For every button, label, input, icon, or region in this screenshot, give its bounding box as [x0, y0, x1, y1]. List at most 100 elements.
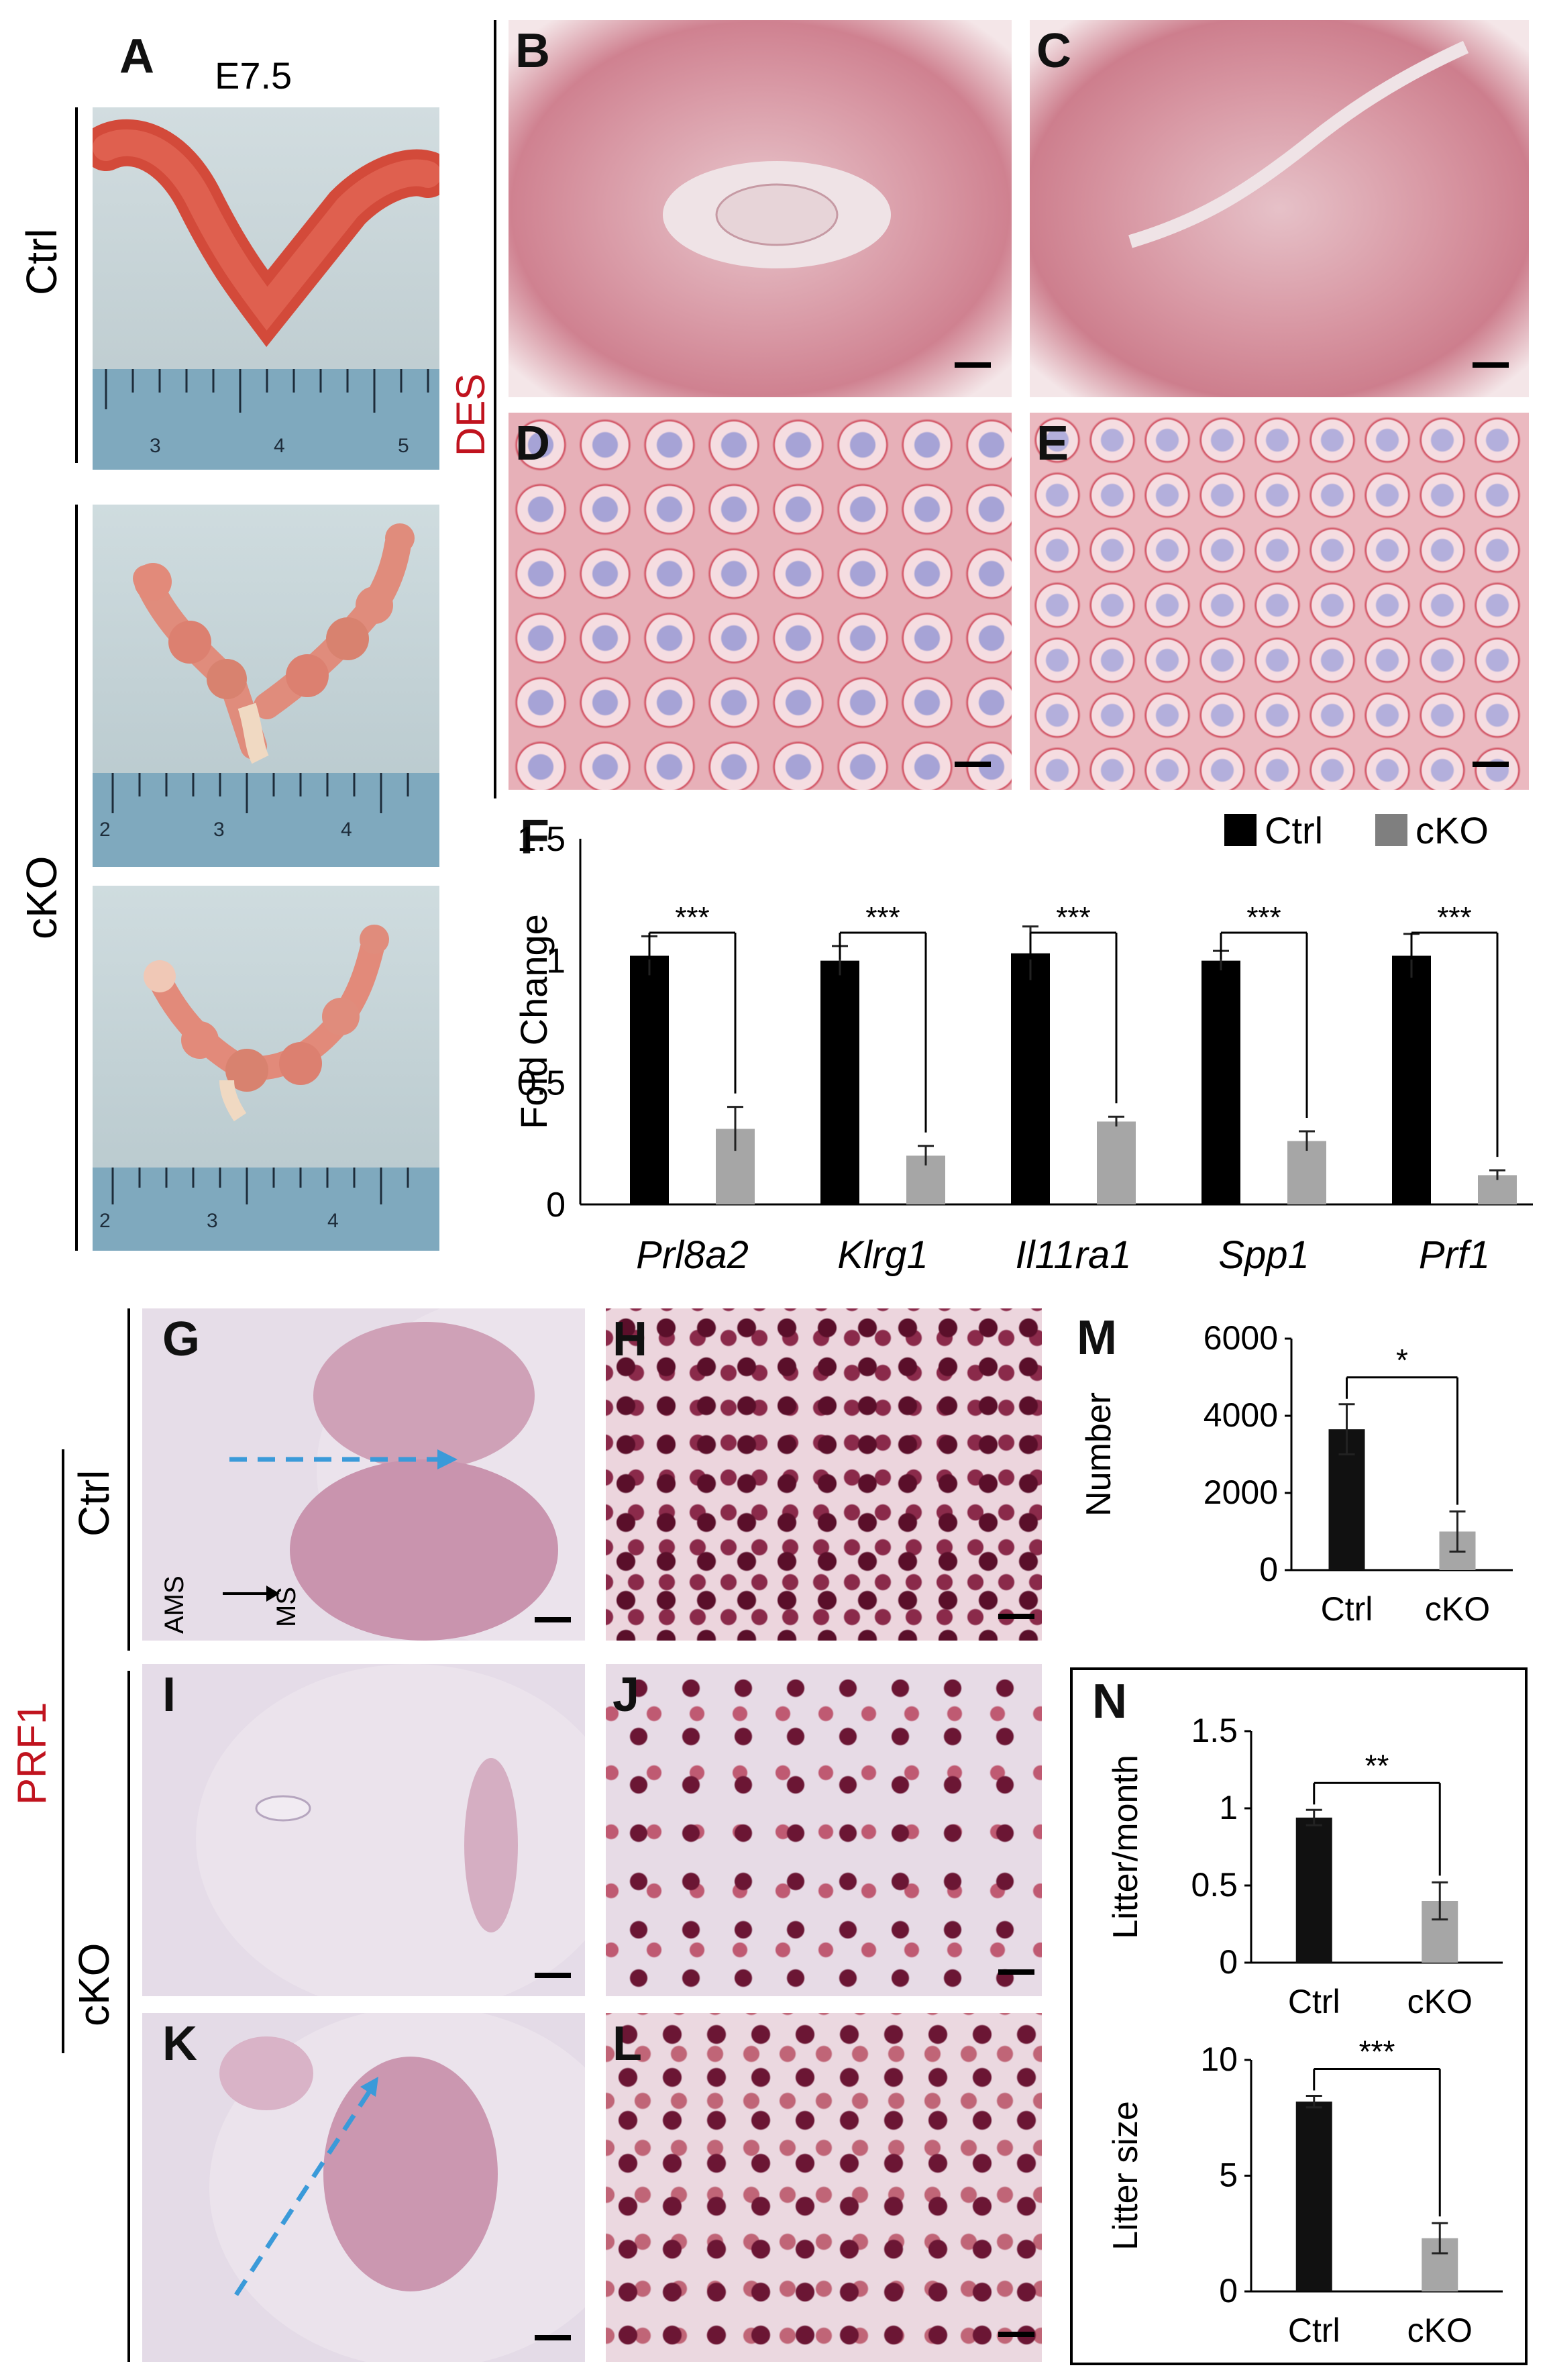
significance-label: ** — [1365, 1748, 1389, 1783]
panel-letter-n: N — [1092, 1675, 1127, 1728]
panel-letter-j: J — [612, 1668, 640, 1722]
scale-bar — [998, 1614, 1034, 1619]
legend-swatch-ctrl — [1224, 814, 1257, 846]
scale-bar — [535, 2335, 571, 2340]
prf1-cko-divider — [127, 1671, 130, 2362]
ruler-number: 4 — [341, 819, 352, 841]
significance-label: *** — [865, 901, 900, 934]
bar-ctrl — [630, 955, 669, 1204]
bar-ctrl — [1011, 953, 1050, 1204]
bar-ctrl — [820, 960, 859, 1204]
bar-ctrl — [1295, 1817, 1332, 1963]
uterus-ctrl-drawing — [93, 119, 439, 470]
panel-letter-c: C — [1036, 24, 1071, 78]
bar-ctrl — [1392, 955, 1431, 1204]
ruler-number: 3 — [213, 819, 225, 841]
scale-bar — [955, 762, 991, 767]
legend-label-cko: cKO — [1416, 809, 1489, 851]
panel-letter-a: A — [119, 30, 154, 83]
panel-letter-h: H — [612, 1312, 647, 1366]
significance-label: *** — [1056, 901, 1090, 934]
y-tick-label: 1.5 — [517, 820, 566, 859]
panel-letter-f: F — [520, 811, 549, 864]
y-tick-label: 10 — [1200, 2040, 1238, 2078]
ruler-number: 3 — [150, 435, 161, 457]
des-divider — [494, 20, 496, 798]
significance-label: *** — [1437, 901, 1471, 934]
ruler-number: 4 — [274, 435, 285, 457]
category-label: Klrg1 — [837, 1233, 928, 1277]
histology-panel-d: D — [509, 413, 1012, 790]
uterus-photo-ctrl: 3 4 5 — [93, 107, 439, 470]
ruler-number: 2 — [99, 819, 111, 841]
scale-bar — [1473, 362, 1509, 368]
panel-letter-g: G — [162, 1312, 201, 1366]
panel-letter-d: D — [515, 417, 550, 470]
scale-bar — [998, 2332, 1034, 2337]
litter-size-chart: 0 5 10 Litter size Ctrl cKO *** — [1106, 2034, 1503, 2349]
cko-bracket-line-a — [75, 505, 78, 1251]
legend-label-ctrl: Ctrl — [1265, 809, 1323, 851]
y-tick-label: 0 — [1259, 1551, 1278, 1588]
y-tick-label: 1 — [546, 942, 566, 981]
category-label: Ctrl — [1288, 1983, 1340, 2020]
bar-ctrl — [1201, 960, 1240, 1204]
prf1-ctrl-divider — [127, 1308, 130, 1651]
category-label: cKO — [1407, 1983, 1473, 2020]
scale-bar — [1473, 762, 1509, 767]
panel-letter-b: B — [515, 24, 550, 78]
histology-panel-c: C — [1030, 20, 1529, 397]
ruler-number: 4 — [327, 1210, 339, 1232]
y-tick-label: 0 — [546, 1186, 566, 1225]
uterus-photo-cko-1: 2 3 4 — [93, 505, 439, 867]
y-tick-label: 1 — [1219, 1789, 1238, 1826]
y-tick-label: 5 — [1219, 2157, 1238, 2194]
scale-bar — [535, 1973, 571, 1978]
panel-letter-k: K — [162, 2017, 197, 2071]
group-label-cko-prf1: cKO — [70, 1943, 118, 2026]
significance-label: *** — [1359, 2034, 1395, 2069]
scale-bar — [535, 1617, 571, 1622]
category-label: cKO — [1425, 1590, 1490, 1628]
bar-cko — [1478, 1175, 1517, 1204]
significance-label: *** — [675, 901, 709, 934]
category-label: Ctrl — [1288, 2312, 1340, 2349]
y-tick-label: 0.5 — [1191, 1866, 1238, 1904]
histology-panel-g: G AMS MS — [142, 1308, 585, 1641]
ruler-number: 3 — [207, 1210, 218, 1232]
bar-cko — [1287, 1141, 1326, 1204]
uterus-cko-1-drawing — [93, 523, 439, 867]
group-label-ctrl-a: Ctrl — [17, 228, 66, 295]
y-tick-label: 0 — [1219, 1943, 1238, 1981]
ms-label: MS — [272, 1587, 301, 1627]
histology-panel-b: B — [509, 20, 1012, 397]
significance-label: *** — [1246, 901, 1281, 934]
significance-label: * — [1396, 1343, 1408, 1378]
histology-panel-l: L — [606, 2013, 1042, 2362]
y-tick-label: 1.5 — [1191, 1712, 1238, 1749]
ruler-number: 5 — [398, 435, 409, 457]
prf1-group-line — [62, 1449, 64, 2053]
legend-swatch-cko — [1375, 814, 1407, 846]
ruler-number: 2 — [99, 1210, 111, 1232]
panel-n-frame — [1070, 1667, 1528, 2365]
stage-label: E7.5 — [215, 54, 292, 97]
panel-letter-l: L — [612, 2017, 642, 2071]
category-label: Prf1 — [1419, 1233, 1490, 1277]
histology-panel-k: K — [142, 2013, 585, 2362]
scale-bar — [998, 1969, 1034, 1975]
ams-label: AMS — [160, 1575, 189, 1634]
histology-panel-j: J — [606, 1664, 1042, 1996]
histology-panel-i: I — [142, 1664, 585, 1996]
category-label: Prl8a2 — [636, 1233, 749, 1277]
histology-panel-h: H — [606, 1308, 1042, 1641]
panel-letter-e: E — [1036, 417, 1069, 470]
y-tick-label: 4000 — [1204, 1396, 1278, 1434]
category-label: cKO — [1407, 2312, 1473, 2349]
bar-cko — [1097, 1121, 1136, 1204]
y-tick-label: 6000 — [1204, 1319, 1278, 1357]
group-label-ctrl-prf1: Ctrl — [70, 1469, 118, 1537]
y-axis-label: Number — [1079, 1392, 1118, 1516]
scale-bar — [955, 362, 991, 368]
fold-change-chart: 0 0.5 1 1.5 Fold Change *** Prl8a2 *** Klrg1 *** I… — [513, 809, 1533, 1277]
